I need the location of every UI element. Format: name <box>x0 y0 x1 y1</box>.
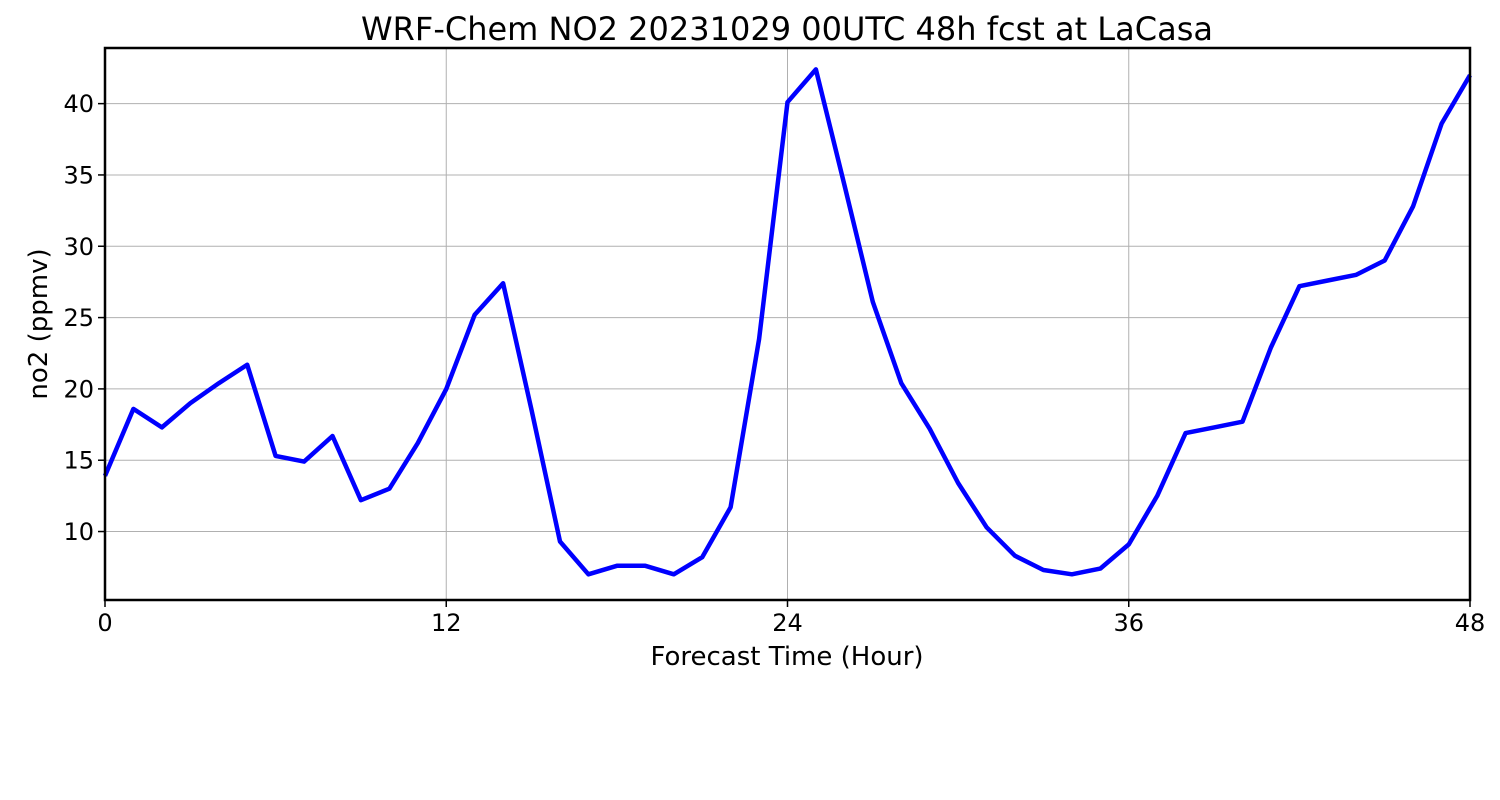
y-tick-label: 20 <box>63 375 94 403</box>
tick-layer: 0 12 24 36 48 10 15 20 25 30 35 40 <box>63 90 1485 637</box>
series-layer <box>102 67 1472 577</box>
grid-layer <box>104 48 1471 600</box>
y-tick-label: 35 <box>63 161 94 189</box>
x-tick-label: 36 <box>1113 609 1144 637</box>
chart-title: WRF-Chem NO2 20231029 00UTC 48h fcst at … <box>361 10 1213 48</box>
y-tick-label: 25 <box>63 304 94 332</box>
y-tick-label: 30 <box>63 233 94 261</box>
x-tick-label: 0 <box>97 609 112 637</box>
x-axis-label: Forecast Time (Hour) <box>650 642 923 672</box>
y-axis-label: no2 (ppmv) <box>24 248 54 399</box>
y-tick-label: 40 <box>63 90 94 118</box>
y-tick-label: 10 <box>63 518 94 546</box>
plot-frame <box>103 46 1472 602</box>
series-line <box>102 67 1472 577</box>
y-tick-label: 15 <box>63 447 94 475</box>
x-tick-label: 24 <box>772 609 803 637</box>
x-tick-label: 12 <box>431 609 462 637</box>
x-tick-label: 48 <box>1455 609 1486 637</box>
